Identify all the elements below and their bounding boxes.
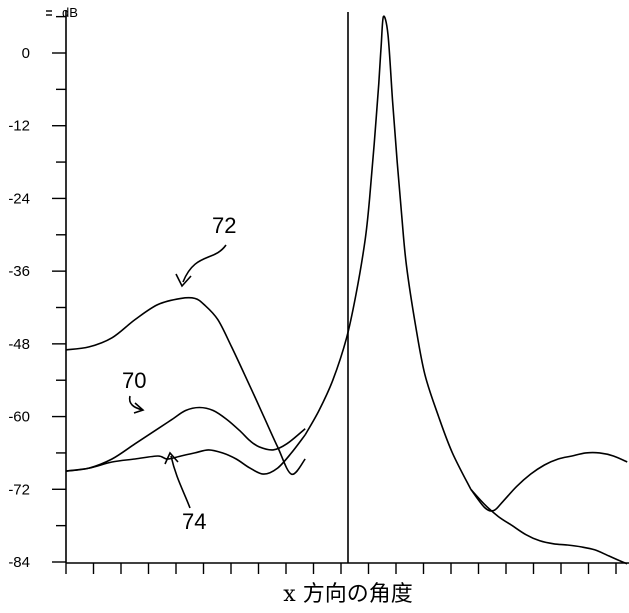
series-curve-74 bbox=[65, 434, 306, 475]
y-ticks: 0 -12 -24 -36 -48 -60 -72 -84 bbox=[8, 10, 66, 571]
x-axis-title: x 方向の角度 bbox=[283, 582, 412, 607]
y-tick-label: 0 bbox=[22, 45, 30, 62]
y-tick-label: -60 bbox=[8, 409, 30, 426]
series-right-branch-upper bbox=[470, 451, 628, 512]
series-curve-72 bbox=[65, 296, 306, 475]
annotation-72-arrowhead bbox=[175, 273, 192, 288]
annotation-70-arrowhead bbox=[133, 402, 145, 414]
y-tick-label: -72 bbox=[8, 481, 30, 498]
y-tick-label: -24 bbox=[8, 190, 30, 207]
annotation-74-arrowhead bbox=[164, 451, 179, 465]
annotation-72-arrow bbox=[182, 244, 227, 283]
y-tick-label: -12 bbox=[8, 118, 30, 135]
annotations: 72 70 74 bbox=[122, 213, 236, 534]
annotation-70-label: 70 bbox=[122, 368, 146, 393]
curves bbox=[65, 15, 628, 565]
y-tick-label: -48 bbox=[8, 336, 30, 353]
axis-group bbox=[65, 10, 629, 564]
annotation-70-arrow bbox=[128, 395, 144, 411]
series-curve-70 bbox=[65, 406, 306, 472]
annotation-74-arrow bbox=[170, 455, 191, 509]
x-ticks bbox=[65, 563, 617, 574]
annotation-72-label: 72 bbox=[212, 213, 236, 238]
series-right-branch-lower bbox=[470, 488, 628, 565]
series-common-main-lobe bbox=[304, 15, 472, 490]
y-tick-label: -84 bbox=[8, 554, 30, 571]
y-unit-label: dB bbox=[62, 5, 78, 20]
y-tick-label: -36 bbox=[8, 263, 30, 280]
annotation-74-label: 74 bbox=[182, 509, 206, 534]
